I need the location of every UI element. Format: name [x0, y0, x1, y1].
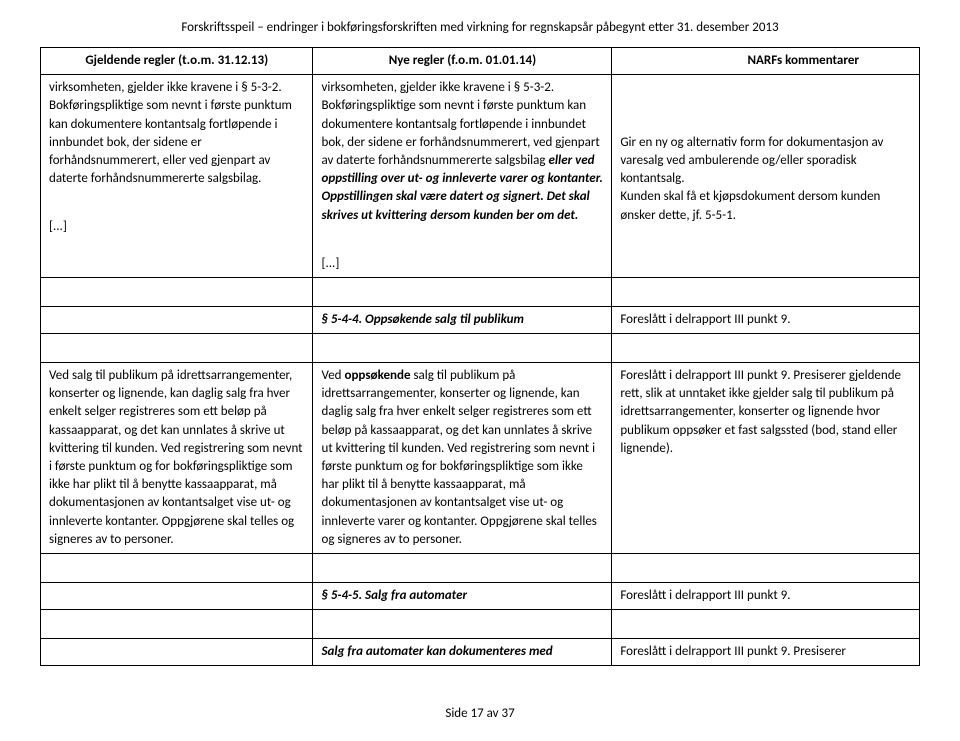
cell-text: Foreslått i delrapport III punkt 9. Pres…: [620, 644, 846, 659]
header-col3: NARFs kommentarer: [612, 48, 920, 75]
table-row: Salg fra automater kan dokumenteres med …: [41, 639, 920, 666]
header-row: Gjeldende regler (t.o.m. 31.12.13) Nye r…: [41, 48, 920, 75]
cell-text: salg til publikum på idrettsarrangemente…: [321, 368, 596, 547]
cell-text-emph: Salg fra automater kan dokumenteres med: [321, 644, 552, 659]
header-col2: Nye regler (f.o.m. 01.01.14): [313, 48, 612, 75]
table-row: [41, 553, 920, 582]
ellipsis: [...]: [321, 256, 339, 271]
cell-text: Ved: [321, 368, 344, 383]
table-row: [41, 334, 920, 363]
cell-text: Foreslått i delrapport III punkt 9. Pres…: [620, 368, 901, 456]
table-row: § 5-4-4. Oppsøkende salg til publikum Fo…: [41, 306, 920, 333]
cell-text: Ved salg til publikum på idrettsarrangem…: [49, 368, 303, 547]
regulation-table: Gjeldende regler (t.o.m. 31.12.13) Nye r…: [40, 47, 920, 666]
cell-text: Foreslått i delrapport III punkt 9.: [620, 312, 790, 327]
section-heading: § 5-4-5. Salg fra automater: [321, 588, 467, 603]
cell-text: Kunden skal få et kjøpsdokument dersom k…: [620, 189, 880, 222]
cell-text: Foreslått i delrapport III punkt 9.: [620, 588, 790, 603]
table-row: § 5-4-5. Salg fra automater Foreslått i …: [41, 582, 920, 609]
header-col1: Gjeldende regler (t.o.m. 31.12.13): [41, 48, 313, 75]
table-row: Ved salg til publikum på idrettsarrangem…: [41, 363, 920, 554]
page-footer: Side 17 av 37: [40, 706, 920, 721]
cell-text: virksomheten, gjelder ikke kravene i § 5…: [49, 80, 292, 186]
cell-text-emph: oppsøkende: [344, 368, 410, 383]
table-row: virksomheten, gjelder ikke kravene i § 5…: [41, 75, 920, 278]
ellipsis: [...]: [49, 219, 67, 234]
cell-text: Gir en ny og alternativ form for dokumen…: [620, 135, 883, 186]
page-title: Forskriftsspeil – endringer i bokførings…: [40, 20, 920, 35]
section-heading: § 5-4-4. Oppsøkende salg til publikum: [321, 312, 523, 327]
table-row: [41, 610, 920, 639]
table-row: [41, 277, 920, 306]
